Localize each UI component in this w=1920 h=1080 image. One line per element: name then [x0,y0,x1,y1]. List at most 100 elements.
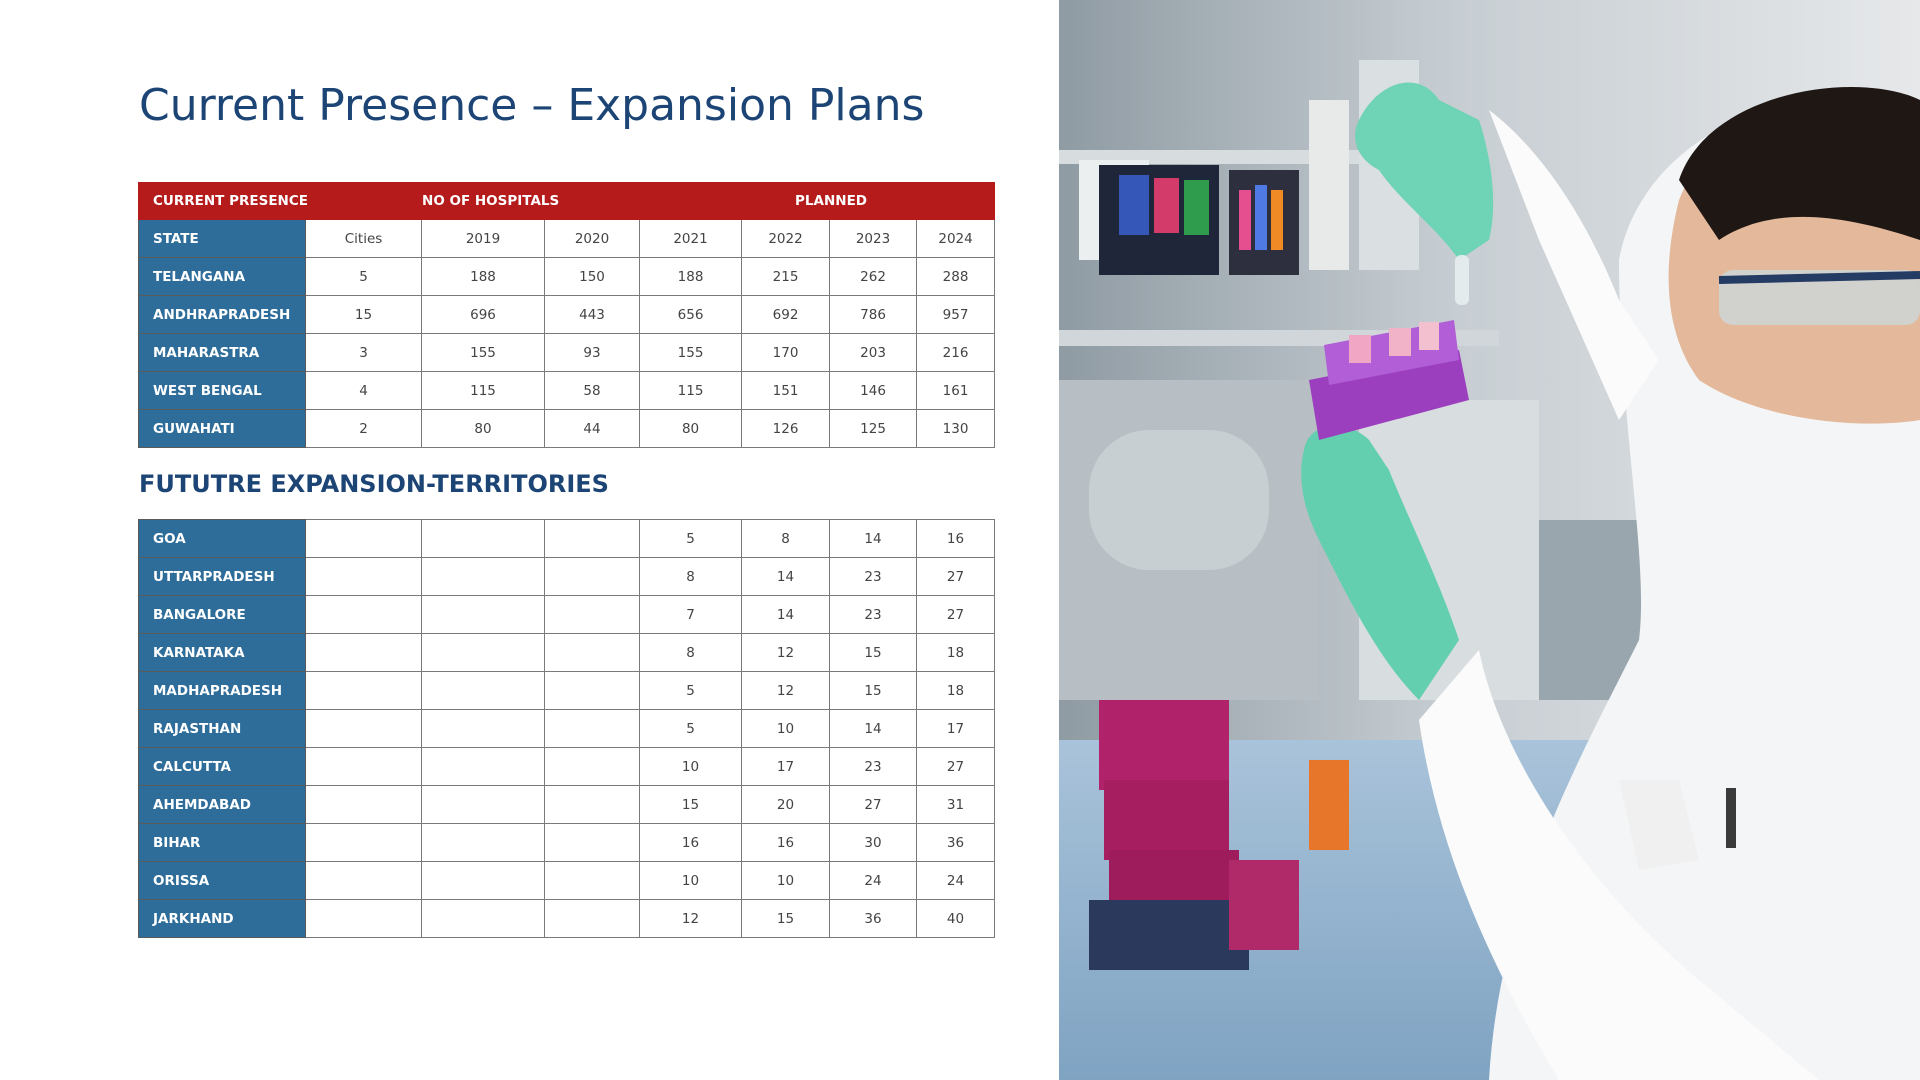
table-row: AHEMDABAD 15 20 27 31 [138,785,995,824]
value-cell: 288 [916,257,996,296]
value-cell: 155 [421,333,546,372]
value-cell [305,899,422,938]
value-cell [544,519,640,558]
value-cell [544,823,640,862]
value-cell: 44 [544,409,641,448]
value-cell: 10 [741,861,830,900]
value-cell [421,633,545,672]
value-cell [421,671,545,710]
value-cell: 14 [741,557,830,596]
value-cell: 115 [421,371,546,410]
value-cell: 188 [639,257,743,296]
value-cell [544,595,640,634]
group-header-row: CURRENT PRESENCE NO OF HOSPITALS PLANNED [137,182,996,220]
lab-scientist-illustration [1059,0,1920,1080]
value-cell: 16 [639,823,742,862]
value-cell [544,861,640,900]
value-cell: 17 [741,747,830,786]
table-row: ORISSA 10 10 24 24 [138,861,995,900]
value-cell: 18 [916,633,995,672]
value-cell: 696 [421,295,546,334]
value-cell [421,785,545,824]
table-row: RAJASTHAN 5 10 14 17 [138,709,995,748]
value-cell: 12 [741,671,830,710]
state-name-cell: UTTARPRADESH [138,557,306,596]
value-cell: 27 [916,747,995,786]
value-cell [305,861,422,900]
value-cell: 8 [741,519,830,558]
column-header-row: STATE Cities 2019 2020 2021 2022 2023 20… [138,219,996,258]
value-cell [544,633,640,672]
value-cell [305,747,422,786]
value-cell [421,519,545,558]
value-cell: 15 [829,633,917,672]
value-cell: 23 [829,557,917,596]
value-cell [305,785,422,824]
column-header: 2019 [421,219,546,258]
value-cell [421,747,545,786]
value-cell: 14 [741,595,830,634]
column-header: 2020 [544,219,641,258]
group-header-no-of-hospitals: NO OF HOSPITALS [421,182,641,220]
table-row: MAHARASTRA 3 155 93 155 170 203 216 [138,333,996,372]
value-cell: 27 [829,785,917,824]
value-cell [544,671,640,710]
value-cell [305,671,422,710]
group-header-current-presence: CURRENT PRESENCE [137,182,423,220]
state-name-cell: ORISSA [138,861,306,900]
value-cell: 12 [639,899,742,938]
value-cell: 58 [544,371,641,410]
value-cell: 130 [916,409,996,448]
value-cell [421,595,545,634]
value-cell: 80 [421,409,546,448]
value-cell: 10 [741,709,830,748]
value-cell [544,899,640,938]
column-header: 2021 [639,219,743,258]
state-name-cell: MADHAPRADESH [138,671,306,710]
state-name-cell: TELANGANA [138,257,306,296]
value-cell: 12 [741,633,830,672]
value-cell: 93 [544,333,641,372]
group-header-planned: PLANNED [639,182,996,220]
value-cell: 146 [829,371,918,410]
column-header: STATE [138,219,306,258]
value-cell: 31 [916,785,995,824]
value-cell: 262 [829,257,918,296]
value-cell: 27 [916,557,995,596]
value-cell: 150 [544,257,641,296]
value-cell: 15 [741,899,830,938]
value-cell [544,785,640,824]
value-cell: 30 [829,823,917,862]
value-cell: 20 [741,785,830,824]
table-row: BIHAR 16 16 30 36 [138,823,995,862]
value-cell: 27 [916,595,995,634]
value-cell: 36 [916,823,995,862]
value-cell: 155 [639,333,743,372]
state-name-cell: RAJASTHAN [138,709,306,748]
table-row: CALCUTTA 10 17 23 27 [138,747,995,786]
value-cell [305,633,422,672]
value-cell: 14 [829,519,917,558]
value-cell: 692 [741,295,831,334]
value-cell: 3 [304,333,423,372]
state-name-cell: BANGALORE [138,595,306,634]
value-cell [305,595,422,634]
value-cell: 4 [304,371,423,410]
value-cell: 170 [741,333,831,372]
table-row: JARKHAND 12 15 36 40 [138,899,995,938]
table-row: MADHAPRADESH 5 12 15 18 [138,671,995,710]
value-cell: 957 [916,295,996,334]
value-cell: 5 [639,671,742,710]
future-expansion-table: GOA 5 8 14 16 UTTARPRADESH 8 14 23 27 BANGALORE 7 14… [138,519,995,938]
table-row: WEST BENGAL 4 115 58 115 151 146 161 [138,371,996,410]
value-cell: 161 [916,371,996,410]
value-cell: 23 [829,747,917,786]
state-name-cell: WEST BENGAL [138,371,306,410]
value-cell: 24 [829,861,917,900]
value-cell: 23 [829,595,917,634]
value-cell: 203 [829,333,918,372]
column-header: 2024 [916,219,996,258]
value-cell: 443 [544,295,641,334]
value-cell: 18 [916,671,995,710]
table-row: UTTARPRADESH 8 14 23 27 [138,557,995,596]
